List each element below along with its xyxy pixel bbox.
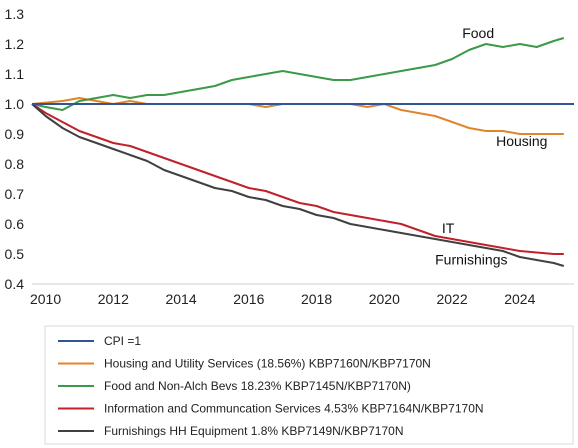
legend: CPI =1 Housing and Utility Services (18.5…: [44, 325, 574, 445]
series-annotation: Furnishings: [435, 252, 507, 268]
series-annotation: IT: [442, 220, 455, 236]
axes: 0.4 0.5 0.6 0.7 0.8 0.9 1.0 1.1 1.2 1.3 2010 2012 20…: [5, 6, 574, 307]
series-line: [31, 37, 565, 111]
x-tick-label: 2020: [369, 291, 400, 307]
series-annotations: Food Housing IT Furnishings: [435, 25, 547, 268]
series-line: [31, 103, 564, 255]
y-tick-label: 1.1: [5, 66, 25, 82]
y-tick-label: 0.9: [5, 126, 25, 142]
x-tick-label: 2018: [301, 291, 332, 307]
y-tick-label: 0.7: [5, 186, 25, 202]
legend-entry: CPI =1: [104, 334, 141, 348]
legend-entry: Housing and Utility Services (18.56%) KB…: [104, 357, 431, 371]
x-tick-label: 2022: [436, 291, 467, 307]
legend-entry: Food and Non-Alch Bevs 18.23% KBP7145N/K…: [104, 379, 411, 393]
y-tick-label: 1.0: [5, 96, 25, 112]
legend-box: [44, 325, 574, 445]
legend-entry: Furnishings HH Equipment 1.8% KBP7149N/K…: [104, 424, 404, 438]
x-tick-label: 2024: [504, 291, 535, 307]
legend-entry: Information and Communcation Services 4.…: [104, 402, 484, 416]
series-annotation: Housing: [496, 133, 547, 149]
y-tick-label: 1.2: [5, 36, 25, 52]
x-tick-label: 2012: [98, 291, 129, 307]
series-line: [31, 103, 565, 267]
x-tick-label: 2010: [30, 291, 61, 307]
y-tick-label: 0.6: [5, 216, 25, 232]
y-tick-label: 0.8: [5, 156, 25, 172]
y-tick-label: 0.4: [5, 276, 25, 292]
y-tick-label: 1.3: [5, 6, 25, 22]
x-tick-label: 2016: [233, 291, 264, 307]
x-tick-label: 2014: [165, 291, 196, 307]
y-tick-label: 0.5: [5, 246, 25, 262]
series-lines: [31, 37, 574, 267]
series-annotation: Food: [462, 25, 494, 41]
